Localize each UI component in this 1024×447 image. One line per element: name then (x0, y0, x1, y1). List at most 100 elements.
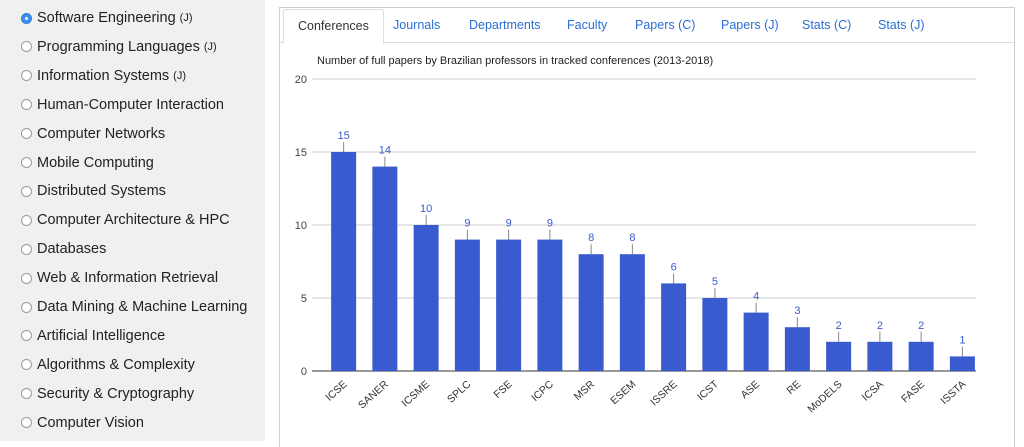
bar (784, 327, 810, 371)
radio-unchecked-icon[interactable] (21, 272, 32, 284)
area-option[interactable]: Computer Networks (21, 124, 165, 144)
journal-tag: (J) (173, 69, 186, 82)
radio-unchecked-icon[interactable] (21, 41, 32, 53)
radio-unchecked-icon[interactable] (21, 70, 32, 82)
bar (372, 166, 398, 371)
area-label: Information Systems (37, 67, 170, 84)
radio-unchecked-icon[interactable] (21, 359, 32, 371)
area-option[interactable]: Mobile Computing (21, 153, 154, 173)
radio-unchecked-icon[interactable] (21, 301, 32, 313)
tab-stats-c[interactable]: Stats (C) (802, 18, 852, 32)
area-option[interactable]: Data Mining & Machine Learning (21, 297, 247, 317)
x-tick-label: ICST (695, 378, 721, 403)
tab-stats-j[interactable]: Stats (J) (878, 18, 925, 32)
tab-conferences[interactable]: Conferences (283, 9, 384, 44)
tab-departments[interactable]: Departments (469, 18, 541, 32)
x-tick-label: SANER (356, 378, 391, 411)
area-option[interactable]: Programming Languages (J) (21, 37, 217, 57)
radio-unchecked-icon[interactable] (21, 243, 32, 255)
data-label: 9 (464, 218, 470, 230)
x-tick-label: MoDELS (805, 378, 844, 415)
data-label: 10 (420, 203, 432, 215)
content-panel: Conferences Journals Departments Faculty Pap… (279, 7, 1015, 447)
radio-unchecked-icon[interactable] (21, 157, 32, 168)
y-tick-label: 20 (295, 74, 307, 86)
area-label: Computer Vision (37, 414, 144, 431)
research-area-list: Software Engineering (J) Programming Langu… (0, 0, 265, 441)
bar (949, 356, 975, 371)
y-tick-label: 15 (295, 147, 307, 159)
x-tick-label: ICPC (529, 378, 556, 404)
area-option[interactable]: Algorithms & Complexity (21, 355, 195, 375)
x-tick-label: ISSTA (938, 378, 968, 407)
area-option[interactable]: Computer Architecture & HPC (21, 210, 230, 230)
bar (619, 254, 645, 371)
area-label: Web & Information Retrieval (37, 270, 219, 287)
area-option[interactable]: Computer Vision (21, 413, 144, 433)
area-option[interactable]: Web & Information Retrieval (21, 268, 218, 288)
radio-unchecked-icon[interactable] (21, 417, 32, 429)
journal-tag: (J) (203, 40, 217, 53)
area-label: Security & Cryptography (37, 385, 195, 402)
y-tick-label: 5 (301, 293, 307, 305)
area-option[interactable]: Security & Cryptography (21, 384, 194, 404)
data-label: 2 (918, 320, 924, 332)
radio-unchecked-icon[interactable] (21, 128, 32, 140)
data-label: 8 (629, 232, 635, 244)
y-tick-label: 0 (301, 366, 307, 378)
data-label: 5 (712, 276, 718, 288)
area-label: Human-Computer Interaction (37, 96, 224, 113)
tab-faculty[interactable]: Faculty (567, 18, 608, 32)
x-tick-label: ESEM (608, 378, 638, 407)
radio-unchecked-icon[interactable] (21, 388, 32, 400)
bar (867, 341, 893, 371)
area-option[interactable]: Distributed Systems (21, 181, 166, 201)
x-tick-label: RE (785, 378, 804, 397)
data-label: 2 (836, 320, 842, 332)
bar (908, 341, 934, 371)
tab-journals[interactable]: Journals (393, 18, 441, 32)
data-label: 15 (338, 130, 350, 142)
x-tick-label: FSE (491, 378, 514, 401)
tab-papers-j[interactable]: Papers (J) (721, 18, 779, 32)
radio-checked-icon[interactable] (21, 12, 32, 24)
y-tick-label: 10 (295, 220, 307, 232)
data-label: 14 (379, 145, 391, 157)
x-tick-label: FASE (899, 378, 927, 405)
bar (454, 239, 480, 371)
data-label: 9 (506, 218, 512, 230)
radio-unchecked-icon[interactable] (21, 214, 32, 226)
area-option[interactable]: Artificial Intelligence (21, 326, 165, 346)
journal-tag: (J) (179, 12, 193, 24)
area-label: Programming Languages (37, 38, 200, 55)
data-label: 8 (588, 232, 594, 244)
bar (496, 239, 522, 371)
area-option[interactable]: Databases (21, 239, 106, 259)
radio-unchecked-icon[interactable] (21, 185, 32, 197)
area-option[interactable]: Information Systems (J) (21, 66, 186, 86)
data-label: 1 (959, 334, 965, 346)
bar (331, 152, 357, 371)
bar (826, 341, 852, 371)
bar (537, 239, 563, 371)
data-label: 3 (794, 305, 800, 317)
area-option[interactable]: Software Engineering (J) (21, 8, 192, 28)
area-label: Algorithms & Complexity (37, 356, 195, 373)
area-label: Computer Architecture & HPC (37, 212, 230, 229)
tab-bar: Conferences Journals Departments Faculty Pap… (280, 8, 1014, 44)
area-label: Mobile Computing (37, 154, 154, 171)
x-tick-label: ICSME (399, 378, 432, 409)
data-label: 2 (877, 320, 883, 332)
x-tick-label: ASE (738, 378, 762, 401)
tab-papers-c[interactable]: Papers (C) (635, 18, 696, 32)
data-label: 4 (753, 291, 759, 303)
data-label: 6 (671, 261, 677, 273)
x-tick-label: SPLC (445, 378, 474, 406)
radio-unchecked-icon[interactable] (21, 99, 32, 111)
x-tick-label: ISSRE (648, 378, 679, 408)
area-label: Distributed Systems (37, 183, 166, 200)
radio-unchecked-icon[interactable] (21, 330, 32, 342)
data-label: 9 (547, 218, 553, 230)
area-label: Artificial Intelligence (37, 327, 166, 344)
area-option[interactable]: Human-Computer Interaction (21, 95, 224, 115)
